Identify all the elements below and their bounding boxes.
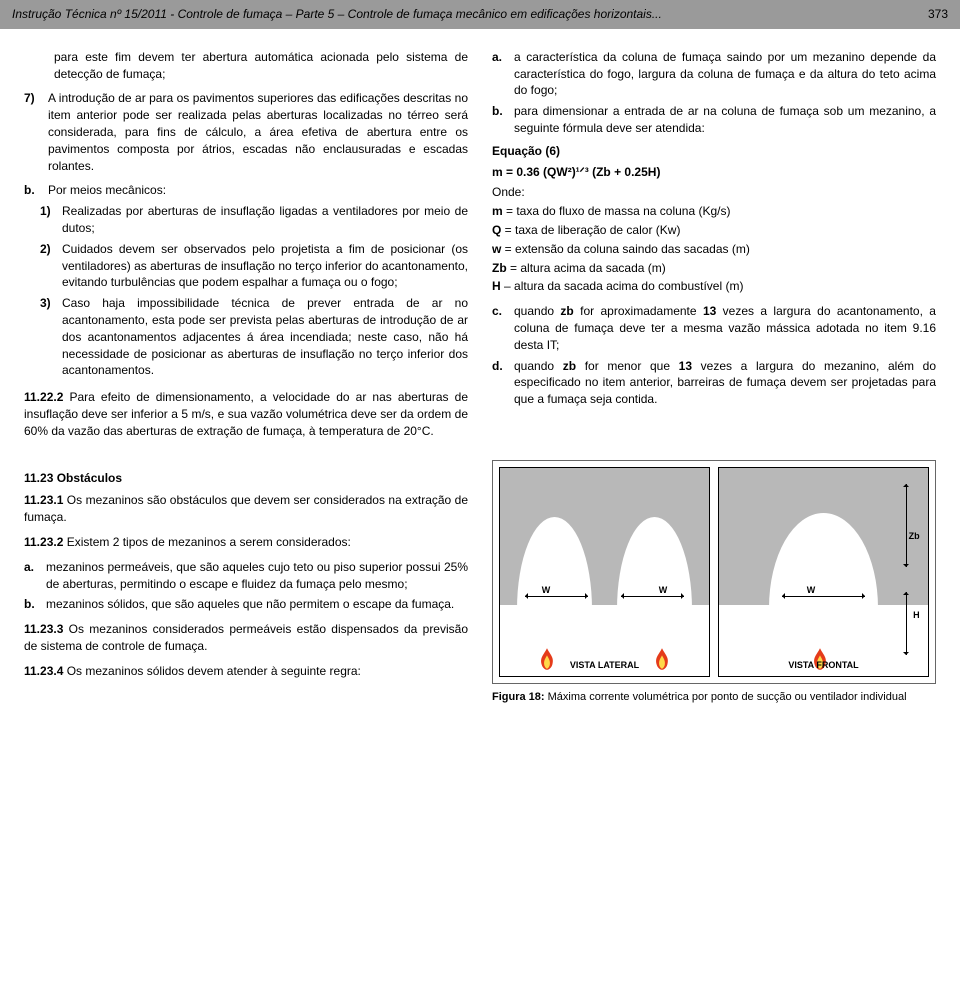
- item-7-marker: 7): [24, 90, 48, 174]
- onde-block: Onde: m = taxa do fluxo de massa na colu…: [492, 184, 936, 295]
- fire-icon-2: [653, 648, 671, 670]
- onde-m: m = taxa do fluxo de massa na coluna (Kg…: [492, 203, 936, 220]
- bottom-left: 11.23 Obstáculos 11.23.1 Os mezaninos sã…: [24, 460, 468, 705]
- onde-H: H – altura da sacada acima do combustíve…: [492, 278, 936, 295]
- figure-caption: Figura 18: Máxima corrente volumétrica p…: [492, 690, 936, 705]
- item-7: 7) A introdução de ar para os pavimentos…: [24, 90, 468, 174]
- right-column: a. a característica da coluna de fumaça …: [492, 49, 936, 448]
- p-11-23-3: 11.23.3 Os mezaninos considerados permeá…: [24, 621, 468, 655]
- sub-b3-marker: 3): [40, 295, 62, 379]
- mez-b: b. mezaninos sólidos, que são aqueles qu…: [24, 596, 468, 613]
- bottom-section: 11.23 Obstáculos 11.23.1 Os mezaninos sã…: [0, 460, 960, 721]
- dim-arrow-w2: [621, 596, 684, 597]
- sub-b3: 3) Caso haja impossibilidade técnica de …: [40, 295, 468, 379]
- r-d-marker: d.: [492, 358, 514, 408]
- header-page-number: 373: [928, 6, 948, 23]
- vista-lateral-label: VISTA LATERAL: [570, 659, 639, 672]
- dim-w1: W: [542, 584, 551, 597]
- r-a-body: a característica da coluna de fumaça sai…: [514, 49, 936, 99]
- r-a-marker: a.: [492, 49, 514, 99]
- figure-inner: W W VISTA LATERAL: [499, 467, 929, 677]
- dim-zb: Zb: [909, 530, 920, 543]
- bottom-right: W W VISTA LATERAL: [492, 460, 936, 705]
- item-7-body: A introdução de ar para os pavimentos su…: [48, 90, 468, 174]
- sub-b2: 2) Cuidados devem ser observados pelo pr…: [40, 241, 468, 291]
- vista-frontal-label: VISTA FRONTAL: [788, 659, 858, 672]
- page-header: Instrução Técnica nº 15/2011 - Controle …: [0, 0, 960, 29]
- r-c-marker: c.: [492, 303, 514, 353]
- p-11-22-2-label: 11.22.2: [24, 390, 63, 404]
- r-b-marker: b.: [492, 103, 514, 137]
- dim-wf: W: [807, 584, 816, 597]
- vista-lateral: W W VISTA LATERAL: [499, 467, 710, 677]
- r-item-d: d. quando zb for menor que 13 vezes a la…: [492, 358, 936, 408]
- figure-caption-text: Máxima corrente volumétrica por ponto de…: [545, 691, 907, 703]
- left-column: para este fim devem ter abertura automát…: [24, 49, 468, 448]
- dim-w2: W: [659, 584, 668, 597]
- r-b-body: para dimensionar a entrada de ar na colu…: [514, 103, 936, 137]
- p-11-22-2: 11.22.2 Para efeito de dimensionamento, …: [24, 389, 468, 439]
- header-title: Instrução Técnica nº 15/2011 - Controle …: [12, 6, 662, 23]
- p-11-23-2: 11.23.2 Existem 2 tipos de mezaninos a s…: [24, 534, 468, 551]
- intro-paragraph: para este fim devem ter abertura automát…: [24, 49, 468, 83]
- equation-label: Equação (6): [492, 143, 936, 160]
- r-d-body: quando zb for menor que 13 vezes a largu…: [514, 358, 936, 408]
- sub-b1-marker: 1): [40, 203, 62, 237]
- dim-arrow-zb: [906, 484, 907, 567]
- r-item-b: b. para dimensionar a entrada de ar na c…: [492, 103, 936, 137]
- mez-a: a. mezaninos permeáveis, que são aqueles…: [24, 559, 468, 593]
- dim-arrow-h: [906, 592, 907, 654]
- figure-18: W W VISTA LATERAL: [492, 460, 936, 684]
- sec-11-23-title: 11.23 Obstáculos: [24, 470, 468, 487]
- fire-icon-1: [538, 648, 556, 670]
- sub-b3-body: Caso haja impossibilidade técnica de pre…: [62, 295, 468, 379]
- sub-b2-body: Cuidados devem ser observados pelo proje…: [62, 241, 468, 291]
- equation-6: m = 0.36 (QW²)¹ᐟ³ (Zb + 0.25H): [492, 164, 936, 181]
- item-b: b. Por meios mecânicos:: [24, 182, 468, 199]
- main-content: para este fim devem ter abertura automát…: [0, 29, 960, 460]
- sub-b1: 1) Realizadas por aberturas de insuflaçã…: [40, 203, 468, 237]
- dim-h: H: [913, 609, 920, 622]
- dim-arrow-w1: [525, 596, 588, 597]
- sub-b2-marker: 2): [40, 241, 62, 291]
- r-item-a: a. a característica da coluna de fumaça …: [492, 49, 936, 99]
- onde-Zb: Zb = altura acima da sacada (m): [492, 260, 936, 277]
- vista-frontal: W Zb H VISTA FRONTAL: [718, 467, 929, 677]
- onde-Q: Q = taxa de liberação de calor (Kw): [492, 222, 936, 239]
- sub-list-b: 1) Realizadas por aberturas de insuflaçã…: [24, 203, 468, 379]
- figure-caption-label: Figura 18:: [492, 691, 545, 703]
- onde-label: Onde:: [492, 184, 936, 201]
- onde-w: w = extensão da coluna saindo das sacada…: [492, 241, 936, 258]
- dim-arrow-wf: [782, 596, 866, 597]
- p-11-23-4: 11.23.4 Os mezaninos sólidos devem atend…: [24, 663, 468, 680]
- r-item-c: c. quando zb for aproximadamente 13 veze…: [492, 303, 936, 353]
- p-11-22-2-text: Para efeito de dimensionamento, a veloci…: [24, 390, 468, 438]
- sub-b1-body: Realizadas por aberturas de insuflação l…: [62, 203, 468, 237]
- p-11-23-1: 11.23.1 Os mezaninos são obstáculos que …: [24, 492, 468, 526]
- r-c-body: quando zb for aproximadamente 13 vezes a…: [514, 303, 936, 353]
- item-b-marker: b.: [24, 182, 48, 199]
- item-b-body: Por meios mecânicos:: [48, 182, 468, 199]
